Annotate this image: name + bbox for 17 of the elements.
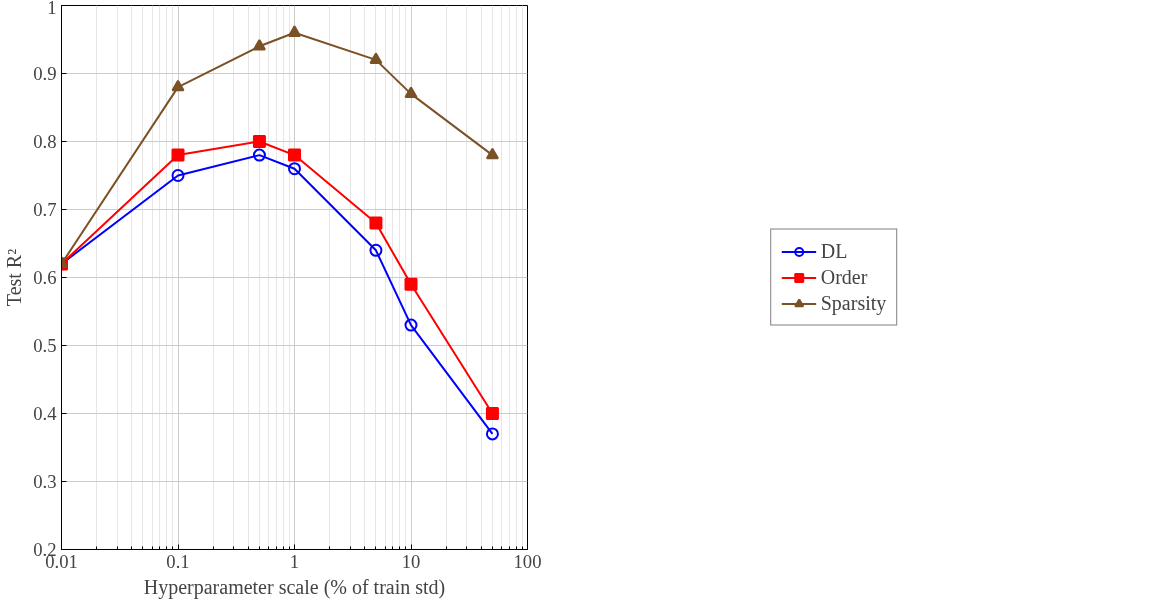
- x-tick-label: 100: [513, 550, 542, 572]
- legend-label: Sparsity: [820, 291, 887, 315]
- x-tick-label: 1: [289, 550, 300, 572]
- y-axis-title: Test R²: [3, 248, 26, 307]
- y-tick-label: 0.5: [33, 335, 57, 356]
- x-tick-label: 10: [401, 550, 421, 572]
- y-tick-label: 0.4: [33, 403, 58, 424]
- legend-label: Order: [820, 265, 868, 289]
- y-tick-label: 0.7: [33, 199, 57, 220]
- y-tick-label: 0.6: [33, 267, 57, 288]
- y-tick-label: 0.9: [33, 63, 57, 84]
- x-axis-title: Hyperparameter scale (% of train std): [143, 575, 446, 599]
- y-tick-label: 1: [47, 0, 57, 18]
- y-tick-label: 0.3: [33, 471, 57, 492]
- x-tick-label: 0.1: [166, 550, 190, 572]
- legend-label: DL: [820, 239, 848, 263]
- y-tick-label: 0.8: [33, 131, 57, 152]
